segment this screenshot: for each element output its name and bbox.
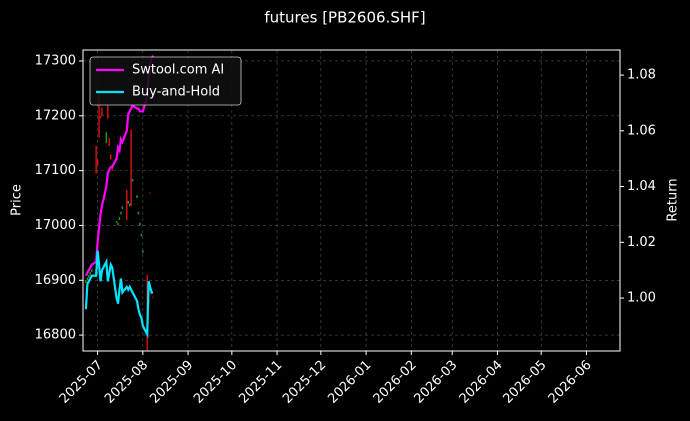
y2-tick-label: 1.02 xyxy=(627,235,656,250)
chart-title: futures [PB2606.SHF] xyxy=(264,9,425,27)
y2-tick-label: 1.08 xyxy=(627,68,656,83)
series-line xyxy=(84,55,155,277)
y-tick-label: 16900 xyxy=(35,273,76,288)
y-tick-label: 16800 xyxy=(35,328,76,343)
legend-box xyxy=(89,56,242,106)
plot-frame xyxy=(82,49,621,352)
y2-tick-label: 1.00 xyxy=(627,291,656,306)
y-axis-label: Price xyxy=(10,184,25,216)
y-tick-label: 17300 xyxy=(35,53,76,68)
plot xyxy=(84,55,155,351)
y-tick-label: 17100 xyxy=(35,163,76,178)
legend-label: Buy-and-Hold xyxy=(132,85,220,100)
series-line xyxy=(84,250,154,339)
y2-tick-label: 1.06 xyxy=(627,123,656,138)
y2-tick-label: 1.04 xyxy=(627,179,656,194)
y-tick-label: 17000 xyxy=(35,218,76,233)
legend-label: Swtool.com AI xyxy=(132,63,224,78)
y2-axis-label: Return xyxy=(666,178,681,221)
y-tick-label: 17200 xyxy=(35,108,76,123)
